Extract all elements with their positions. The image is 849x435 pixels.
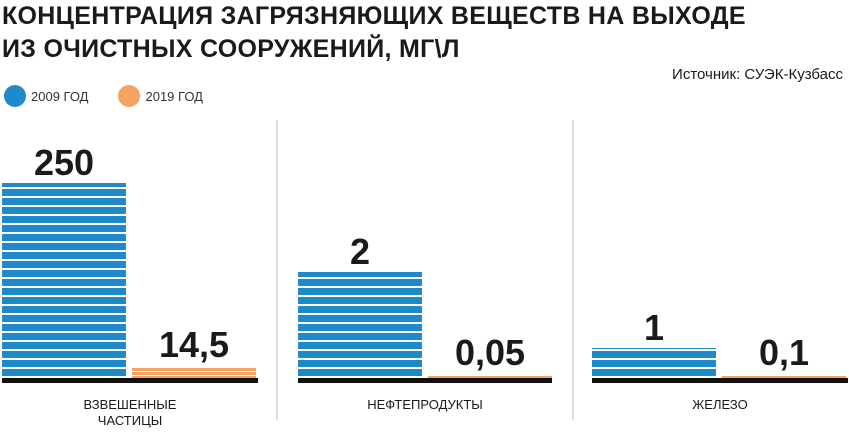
baseline-2 [592,378,848,383]
value-label-2019-2: 0,1 [759,332,809,373]
legend-item-2019: 2019 ГОД [118,85,203,107]
chart-title-line2: ИЗ ОЧИСТНЫХ СООРУЖЕНИЙ, МГ\Л [2,35,460,63]
category-label-2: ЖЕЛЕЗО [692,397,748,412]
baseline-1 [298,378,552,383]
chart-legend: 2009 ГОД 2019 ГОД [4,84,233,108]
chart-title: КОНЦЕНТРАЦИЯ ЗАГРЯЗНЯЮЩИХ ВЕЩЕСТВ НА ВЫХ… [2,0,762,66]
chart-title-line1: КОНЦЕНТРАЦИЯ ЗАГРЯЗНЯЮЩИХ ВЕЩЕСТВ НА ВЫХ… [2,2,746,30]
category-label-0: ВЗВЕШЕННЫЕ ЧАСТИЦЫ [83,397,177,428]
value-label-2019-1: 0,05 [455,332,525,373]
value-label-2009-2: 1 [644,307,664,348]
bar-2019-1 [428,375,552,378]
bar-2009-2 [592,348,716,378]
chart-source: Источник: СУЭК-Кузбасс [672,66,843,83]
bar-2009-0 [2,183,126,378]
value-label-2009-1: 2 [350,231,370,272]
legend-swatch-2009 [4,85,26,107]
bar-2009-1 [298,272,422,378]
bar-2019-0 [132,367,256,378]
category-label-1: НЕФТЕПРОДУКТЫ [367,397,483,412]
value-label-2009-0: 250 [34,142,94,183]
legend-swatch-2019 [118,85,141,107]
legend-item-2009: 2009 ГОД [4,85,88,107]
value-label-2019-0: 14,5 [159,324,229,365]
baseline-0 [2,378,258,383]
legend-label-2009: 2009 ГОД [31,88,89,104]
legend-label-2019: 2019 ГОД [145,88,203,104]
bar-2019-2 [722,375,846,378]
